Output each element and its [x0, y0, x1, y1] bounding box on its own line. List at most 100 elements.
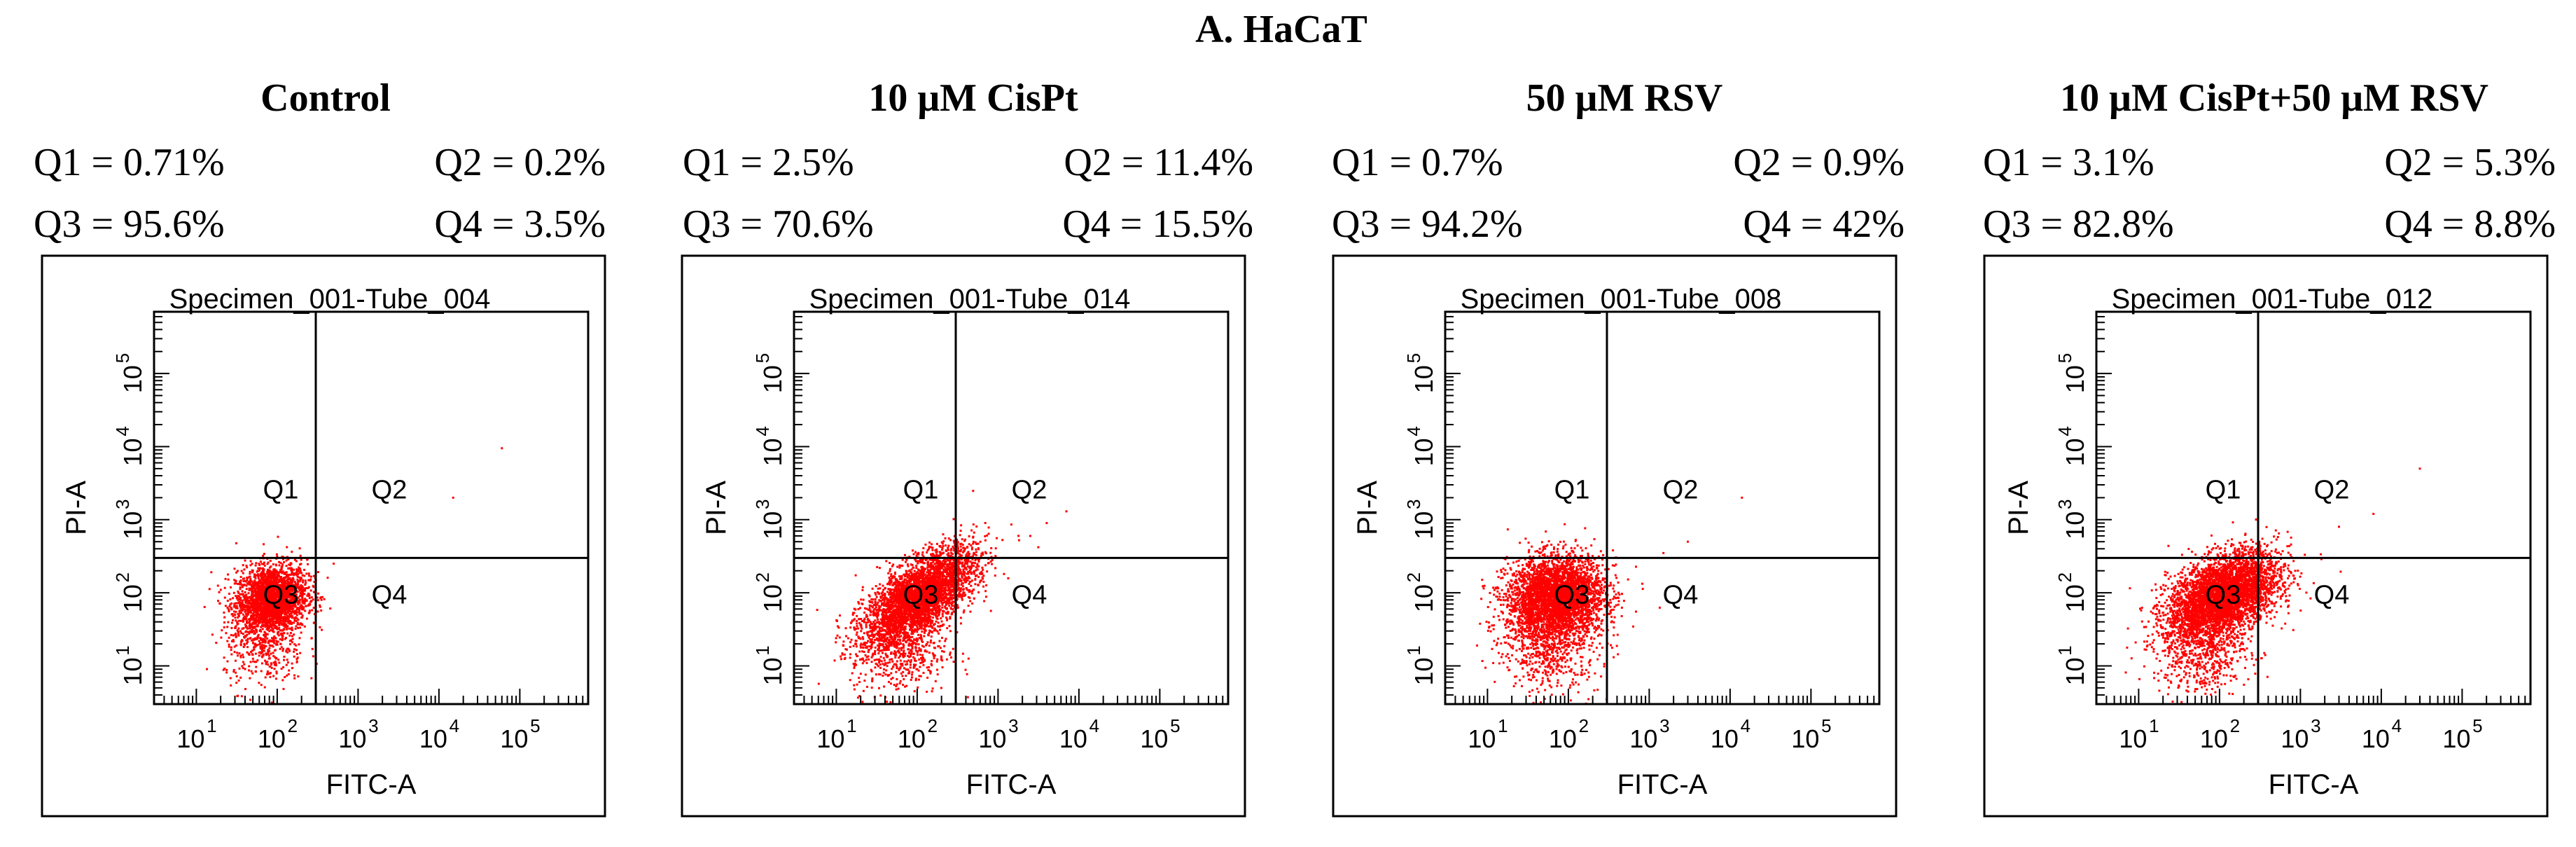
- event-point: [304, 598, 307, 600]
- event-point: [896, 565, 899, 568]
- event-point: [283, 561, 286, 563]
- event-point: [309, 600, 312, 603]
- event-point: [966, 588, 969, 591]
- event-point: [251, 563, 253, 565]
- event-point: [244, 595, 247, 598]
- event-point: [288, 613, 291, 616]
- event-point: [265, 654, 267, 656]
- event-point: [210, 571, 213, 574]
- event-point: [272, 654, 275, 657]
- event-point: [230, 634, 232, 636]
- event-point: [291, 551, 293, 553]
- event-point: [239, 619, 242, 622]
- event-point: [243, 617, 246, 620]
- event-point: [307, 563, 309, 565]
- event-point: [288, 640, 291, 642]
- event-point: [250, 629, 253, 631]
- event-point: [299, 554, 302, 557]
- event-point: [298, 587, 300, 590]
- event-point: [242, 646, 245, 648]
- event-point: [991, 563, 994, 565]
- stat-q3: Q3 = 95.6%: [34, 202, 225, 246]
- event-point: [260, 572, 263, 574]
- event-point: [910, 568, 913, 571]
- event-point: [242, 667, 244, 670]
- event-point: [230, 621, 233, 624]
- event-point: [286, 659, 288, 661]
- event-point: [293, 648, 295, 651]
- event-point: [945, 549, 947, 552]
- event-point: [268, 574, 271, 576]
- event-point: [947, 544, 950, 547]
- event-point: [225, 668, 228, 671]
- event-point: [250, 612, 253, 614]
- event-point: [880, 626, 883, 629]
- event-point: [253, 590, 256, 593]
- event-point: [243, 584, 246, 586]
- event-point: [895, 578, 898, 581]
- event-point: [227, 608, 230, 611]
- event-point: [298, 643, 300, 646]
- event-point: [268, 572, 271, 574]
- event-point: [265, 645, 267, 647]
- event-point: [864, 644, 866, 647]
- event-point: [286, 546, 288, 549]
- event-point: [279, 642, 282, 645]
- event-point: [245, 588, 248, 591]
- event-point: [272, 630, 274, 633]
- y-tick-exponent: 4: [112, 426, 133, 436]
- event-point: [241, 590, 244, 593]
- event-point: [251, 617, 253, 619]
- event-point: [242, 654, 244, 656]
- event-point: [251, 571, 253, 574]
- event-point: [861, 588, 864, 591]
- event-point: [300, 592, 302, 595]
- event-point: [285, 663, 288, 666]
- event-point: [260, 652, 263, 655]
- event-point: [254, 617, 257, 619]
- stat-q4: Q4 = 3.5%: [434, 202, 606, 246]
- event-point: [293, 674, 295, 677]
- event-point: [260, 662, 263, 665]
- event-point: [926, 566, 928, 569]
- event-point: [849, 653, 851, 656]
- event-point: [273, 610, 276, 613]
- event-point: [223, 626, 225, 628]
- y-axis-label: PI-A: [61, 481, 92, 535]
- event-point: [882, 633, 884, 636]
- event-point: [261, 624, 264, 626]
- y-tick-exponent: 2: [112, 572, 133, 582]
- event-point: [270, 662, 272, 665]
- event-point: [986, 570, 989, 573]
- event-point: [255, 628, 258, 631]
- event-point: [282, 687, 285, 690]
- event-point: [984, 564, 987, 567]
- y-tick-exponent: 1: [112, 645, 133, 655]
- event-point: [321, 595, 323, 598]
- event-point: [235, 602, 237, 605]
- event-point: [260, 670, 263, 673]
- event-point: [924, 610, 927, 613]
- event-point: [242, 656, 245, 659]
- event-point: [975, 551, 977, 553]
- event-point: [320, 598, 323, 601]
- event-point: [297, 579, 300, 582]
- event-point: [278, 661, 281, 664]
- event-point: [218, 591, 221, 593]
- event-point: [239, 588, 242, 591]
- event-point: [282, 624, 285, 627]
- event-point: [253, 626, 256, 628]
- event-point: [307, 612, 310, 614]
- event-point: [295, 660, 298, 663]
- event-point: [295, 625, 298, 628]
- event-point: [994, 555, 997, 558]
- event-point: [967, 551, 970, 553]
- event-point: [843, 653, 846, 656]
- event-point: [942, 568, 945, 571]
- event-point: [244, 559, 246, 562]
- event-point: [934, 549, 937, 552]
- event-point: [230, 607, 232, 610]
- event-point: [234, 614, 237, 616]
- event-point: [244, 631, 247, 633]
- event-point: [837, 626, 840, 629]
